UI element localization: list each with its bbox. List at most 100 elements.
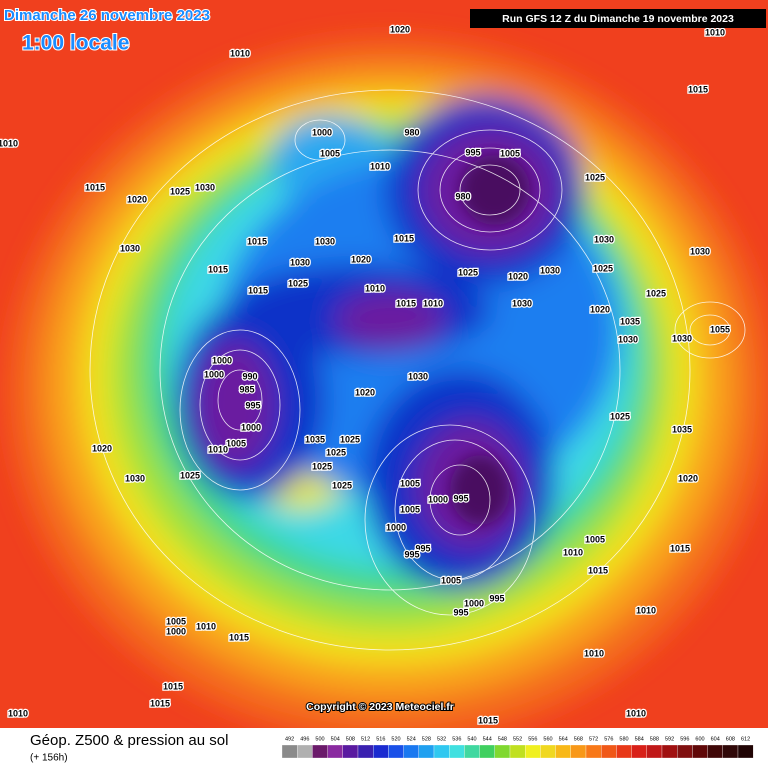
isobar-label: 1005: [500, 148, 520, 158]
isobars: [89, 89, 746, 651]
isobar-label: 1020: [508, 271, 528, 281]
isobar-label: 1000: [428, 494, 448, 504]
scale-swatch: [570, 744, 587, 759]
isobar-label: 1015: [394, 233, 414, 243]
run-box: [470, 9, 766, 28]
scale-label: 524: [407, 736, 416, 742]
scale-label: 504: [331, 736, 340, 742]
scale-swatch: [357, 744, 374, 759]
isobar-label: 995: [415, 543, 430, 553]
isobar-label: 1015: [588, 565, 608, 575]
isobar-label: 1030: [408, 371, 428, 381]
isobar-label: 1030: [512, 298, 532, 308]
isobar-label: 1015: [229, 632, 249, 642]
isobar-label: 1000: [386, 522, 406, 532]
isobar-label: 1015: [248, 285, 268, 295]
isobar-label: 1020: [92, 443, 112, 453]
scale-label: 528: [422, 736, 431, 742]
isobar-label: 1055: [710, 324, 730, 334]
isobar-label: 1005: [441, 575, 461, 585]
scale-label: 536: [452, 736, 461, 742]
scale-label: 508: [346, 736, 355, 742]
isobar-label: 1010: [563, 547, 583, 557]
scale-swatch: [585, 744, 602, 759]
isobar-label: 1010: [626, 708, 646, 718]
isobar-label: 1030: [672, 333, 692, 343]
scale-swatch: [494, 744, 511, 759]
copyright: Copyright © 2023 Meteociel.fr: [306, 701, 454, 713]
isobar-label: 1010: [636, 605, 656, 615]
isobar-label: 1030: [315, 236, 335, 246]
isobar-label: 1005: [166, 616, 186, 626]
scale-label: 492: [285, 736, 294, 742]
isobar-label: 1025: [340, 434, 360, 444]
isobar-label: 1015: [208, 264, 228, 274]
height-field: [10, 40, 768, 740]
isobar-label: 1025: [593, 263, 613, 273]
isobar-label: 990: [242, 371, 257, 381]
scale-swatch: [646, 744, 663, 759]
scale-label: 564: [559, 736, 568, 742]
scale-label: 520: [391, 736, 400, 742]
scale-swatch: [327, 744, 343, 759]
scale-swatch: [418, 744, 435, 759]
scale-swatch: [342, 744, 359, 759]
isobar-label: 985: [239, 384, 254, 394]
isobar-label: 1035: [620, 316, 640, 326]
scale-swatch: [479, 744, 495, 759]
scale-swatch: [661, 744, 678, 759]
isobar-label: 995: [404, 549, 419, 559]
isobar-label: 995: [489, 593, 504, 603]
scale-label: 500: [315, 736, 324, 742]
scale-label: 612: [741, 736, 750, 742]
scale-swatch: [509, 744, 526, 759]
scale-label: 512: [361, 736, 370, 742]
scale-label: 540: [467, 736, 476, 742]
isobar-label: 1030: [120, 243, 140, 253]
isobar-label: 1030: [618, 334, 638, 344]
scale-swatch: [555, 744, 571, 759]
isobar-label: 1025: [312, 461, 332, 471]
isobar-label: 1000: [212, 355, 232, 365]
isobar-label: 1015: [478, 715, 498, 725]
scale-swatch: [737, 744, 754, 759]
isobar-label: 1010: [584, 648, 604, 658]
date-title: Dimanche 26 novembre 2023: [4, 7, 210, 24]
isobar-label: 1025: [326, 447, 346, 457]
scale-label: 600: [695, 736, 704, 742]
isobar-label: 1030: [290, 257, 310, 267]
scale-label: 552: [513, 736, 522, 742]
isobar-label: 1010: [705, 27, 725, 37]
scale-label: 596: [680, 736, 689, 742]
isobar-label: 1000: [464, 598, 484, 608]
scale-label: 572: [589, 736, 598, 742]
isobar-label: 1010: [196, 621, 216, 631]
scale-swatch: [677, 744, 693, 759]
isobar-label: 1025: [288, 278, 308, 288]
scale-label: 544: [483, 736, 492, 742]
isobar-label: 1010: [365, 283, 385, 293]
isobar-label: 1020: [351, 254, 371, 264]
footer-subtitle: (+ 156h): [30, 753, 68, 764]
scale-label: 608: [726, 736, 735, 742]
isobar-label: 995: [245, 400, 260, 410]
isobar-label: 1020: [678, 473, 698, 483]
isobar-label: 1030: [195, 182, 215, 192]
isobar-label: 1000: [166, 626, 186, 636]
isobar-label: 1015: [150, 698, 170, 708]
scale-swatch: [601, 744, 617, 759]
scale-label: 556: [528, 736, 537, 742]
scale-label: 568: [574, 736, 583, 742]
isobar-label: 1025: [610, 411, 630, 421]
isobar-label: 1025: [170, 186, 190, 196]
scale-label: 496: [300, 736, 309, 742]
isobar-label: 1030: [594, 234, 614, 244]
scale-swatch: [616, 744, 632, 759]
isobar-label: 1020: [355, 387, 375, 397]
scale-swatch: [707, 744, 723, 759]
isobar-label: 1005: [320, 148, 340, 158]
scale-label: 560: [543, 736, 552, 742]
scale-swatch: [433, 744, 450, 759]
isobar-label: 1025: [332, 480, 352, 490]
isobar-label: 1025: [458, 267, 478, 277]
